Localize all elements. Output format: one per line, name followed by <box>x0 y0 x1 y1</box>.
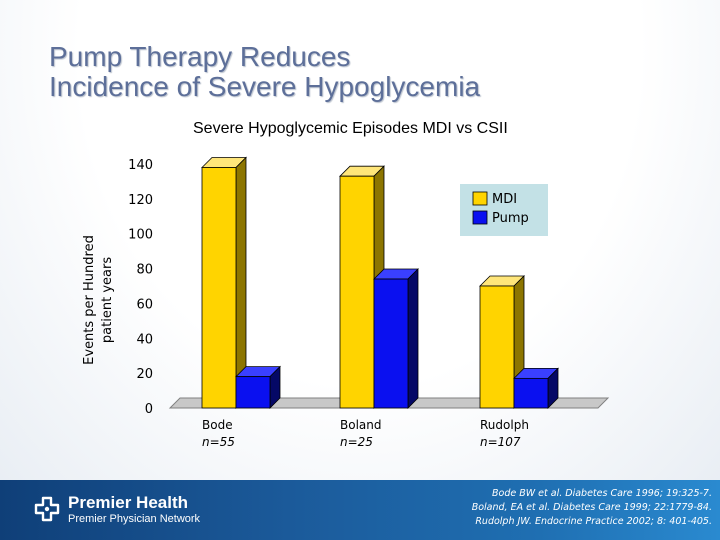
citation-1: Bode BW et al. Diabetes Care 1996; 19:32… <box>492 488 712 499</box>
y-tick-label: 40 <box>136 332 153 347</box>
x-category-label: Bode <box>202 418 233 432</box>
legend-label-pump: Pump <box>492 211 529 226</box>
slide-title-line-1: Pump Therapy Reduces <box>49 41 351 72</box>
slide-title: Pump Therapy Reduces Incidence of Severe… <box>49 42 480 102</box>
legend-swatch-mdi <box>472 191 488 206</box>
y-tick-label: 100 <box>128 228 153 243</box>
y-axis-title-line: patient years <box>100 257 115 343</box>
y-tick-label: 80 <box>136 263 153 278</box>
bar-mdi-rudolph <box>479 285 515 409</box>
citation-2: Boland, EA et al. Diabetes Care 1999; 22… <box>471 502 712 513</box>
slide-title-line-2: Incidence of Severe Hypoglycemia <box>49 71 481 102</box>
bar-mdi-bode <box>201 167 237 409</box>
x-category-sublabel: n=25 <box>340 435 373 449</box>
x-category-sublabel: n=55 <box>202 435 235 449</box>
network-name: Premier Physician Network <box>68 513 201 525</box>
citations: Bode BW et al. Diabetes Care 1996; 19:32… <box>472 487 712 529</box>
x-category-label: Boland <box>340 418 381 432</box>
chart-title: Severe Hypoglycemic Episodes MDI vs CSII <box>193 120 508 137</box>
legend-swatch-pump <box>472 210 488 225</box>
y-tick-label: 0 <box>145 402 153 417</box>
y-axis-title-line: Events per Hundred <box>82 235 97 365</box>
y-tick-label: 140 <box>128 158 153 173</box>
premier-health-logo: Premier Health Premier Physician Network <box>34 494 200 526</box>
y-tick-label: 60 <box>136 297 153 312</box>
citation-3: Rudolph JW. Endocrine Practice 2002; 8: … <box>475 516 712 527</box>
bar-mdi-boland <box>339 175 375 409</box>
bar-pump-bode <box>235 376 271 409</box>
brand-name: Premier Health <box>68 493 188 512</box>
cross-logo-icon <box>34 496 60 522</box>
y-tick-label: 120 <box>128 193 153 208</box>
footer-bar: Premier Health Premier Physician Network… <box>0 480 720 540</box>
x-category-sublabel: n=107 <box>480 435 521 449</box>
legend-label-mdi: MDI <box>492 192 517 207</box>
bar-pump-rudolph <box>513 377 549 409</box>
y-tick-label: 20 <box>136 367 153 382</box>
x-category-label: Rudolph <box>480 418 529 432</box>
bar-chart: 0 20 40 60 80 100 120 140 Events per Hundred pati… <box>82 156 610 449</box>
bar-side-pump-boland <box>407 268 419 409</box>
bar-pump-boland <box>373 278 409 409</box>
